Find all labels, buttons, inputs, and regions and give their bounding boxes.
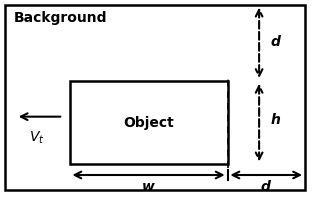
Text: Object: Object <box>123 116 174 130</box>
Text: d: d <box>260 180 270 194</box>
Text: $V_t$: $V_t$ <box>28 130 44 146</box>
Text: w: w <box>142 180 155 194</box>
Text: Background: Background <box>14 11 108 25</box>
Text: d: d <box>270 35 280 49</box>
Text: h: h <box>270 113 280 127</box>
Bar <box>70 81 228 164</box>
